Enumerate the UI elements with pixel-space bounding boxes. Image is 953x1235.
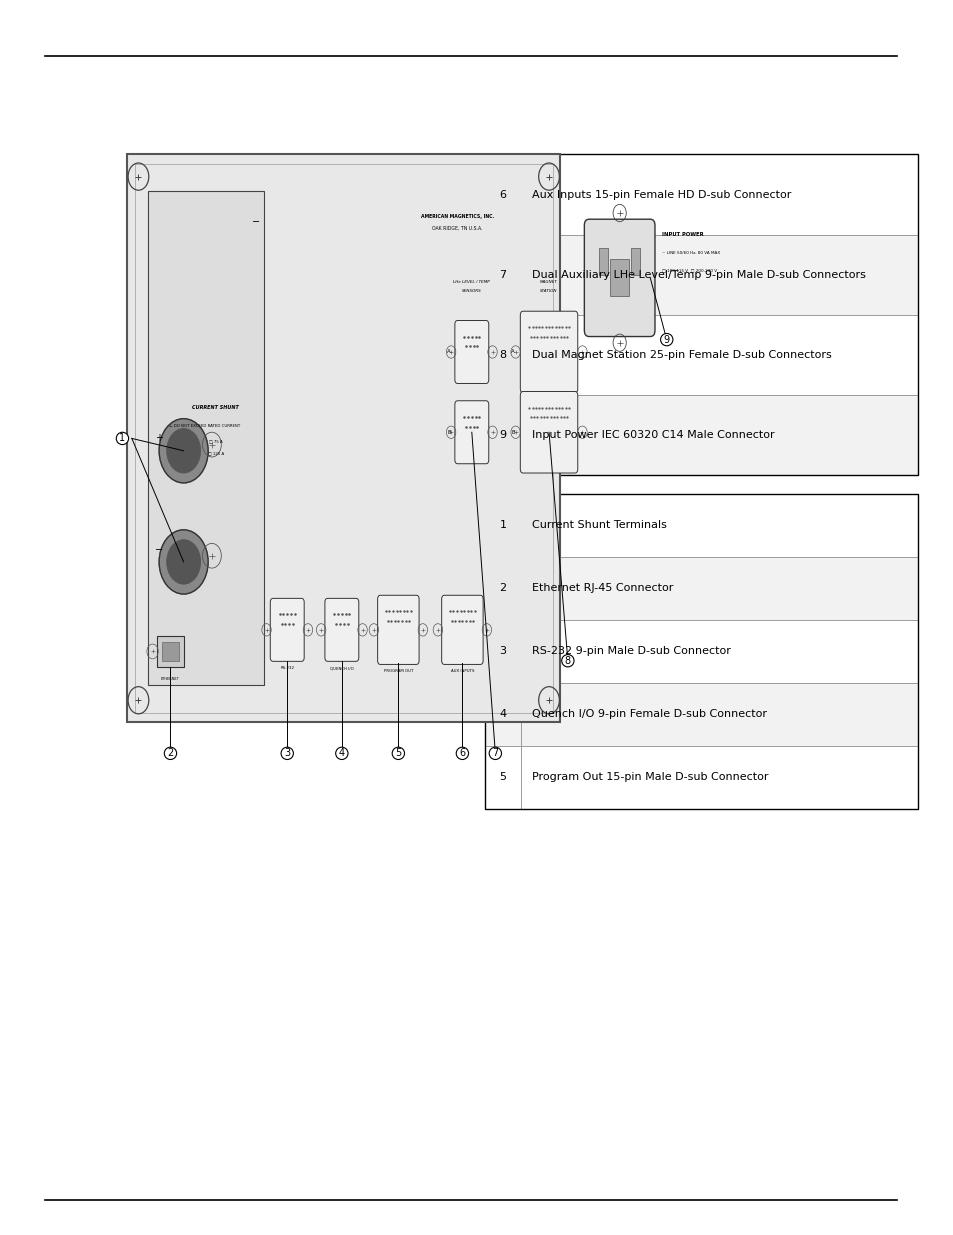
Text: OAK RIDGE, TN U.S.A.: OAK RIDGE, TN U.S.A. [432, 226, 482, 231]
Text: 1: 1 [119, 433, 126, 443]
Bar [484, 557, 520, 620]
Text: Dual Auxiliary LHe Level/Temp 9-pin Male D-sub Connectors: Dual Auxiliary LHe Level/Temp 9-pin Male… [532, 269, 865, 280]
FancyBboxPatch shape [455, 320, 488, 383]
Text: □ 100-115 V  □ 200-230 V: □ 100-115 V □ 200-230 V [660, 268, 716, 273]
Text: MAGNET: MAGNET [539, 280, 558, 284]
Bar [520, 620, 917, 683]
Bar [484, 395, 520, 475]
Bar [520, 395, 917, 475]
Text: Aux Inputs 15-pin Female HD D-sub Connector: Aux Inputs 15-pin Female HD D-sub Connec… [532, 189, 791, 200]
Text: 2: 2 [498, 583, 506, 594]
Bar [520, 494, 917, 557]
FancyBboxPatch shape [441, 595, 482, 664]
Text: RS-232 9-pin Male D-sub Connector: RS-232 9-pin Male D-sub Connector [532, 646, 730, 657]
Text: PROGRAM OUT: PROGRAM OUT [383, 669, 413, 673]
Bar [484, 620, 520, 683]
Text: INPUT POWER: INPUT POWER [660, 232, 702, 237]
Text: AMERICAN MAGNETICS, INC.: AMERICAN MAGNETICS, INC. [420, 214, 494, 219]
Text: RS-232: RS-232 [280, 667, 294, 671]
Bar [484, 494, 917, 809]
Text: 7: 7 [492, 748, 498, 758]
Text: Dual Magnet Station 25-pin Female D-sub Connectors: Dual Magnet Station 25-pin Female D-sub … [532, 350, 831, 361]
Bar [520, 683, 917, 746]
Text: Quench I/O 9-pin Female D-sub Connector: Quench I/O 9-pin Female D-sub Connector [532, 709, 766, 720]
Text: SENSORS: SENSORS [461, 289, 481, 293]
Bar [148, 191, 263, 685]
Text: 9: 9 [498, 430, 506, 441]
Text: B: B [447, 430, 451, 435]
Text: 5: 5 [395, 748, 401, 758]
Bar [484, 315, 520, 395]
Text: ⚠ DO NOT EXCEED RATED CURRENT: ⚠ DO NOT EXCEED RATED CURRENT [169, 424, 240, 429]
Text: AUX INPUTS: AUX INPUTS [450, 669, 474, 673]
Text: □ 75 A: □ 75 A [209, 438, 222, 443]
Bar [484, 683, 520, 746]
Bar [520, 557, 917, 620]
Text: 3: 3 [284, 748, 290, 758]
Circle shape [167, 540, 200, 584]
Text: 7: 7 [498, 269, 506, 280]
Bar [484, 154, 520, 235]
Text: LHe LEVEL / TEMP: LHe LEVEL / TEMP [453, 280, 490, 284]
Bar [484, 494, 520, 557]
Bar [520, 235, 917, 315]
Bar [134, 164, 552, 713]
Text: Program Out 15-pin Male D-sub Connector: Program Out 15-pin Male D-sub Connector [532, 772, 768, 783]
Circle shape [159, 530, 208, 594]
Text: Current Shunt Terminals: Current Shunt Terminals [532, 520, 666, 531]
Bar [610, 259, 628, 296]
Text: 8: 8 [498, 350, 506, 361]
Circle shape [159, 419, 208, 483]
Text: −: − [155, 545, 163, 555]
Text: −: − [252, 217, 260, 227]
Bar [630, 248, 639, 275]
Text: 8: 8 [564, 656, 570, 666]
Text: +: + [155, 433, 163, 443]
Bar [162, 642, 179, 661]
Text: 6: 6 [458, 748, 465, 758]
Bar [484, 746, 520, 809]
Text: 2: 2 [167, 748, 173, 758]
FancyBboxPatch shape [519, 311, 578, 393]
Text: Input Power IEC 60320 C14 Male Connector: Input Power IEC 60320 C14 Male Connector [532, 430, 774, 441]
Text: STATION: STATION [539, 289, 558, 293]
Text: QUENCH I/O: QUENCH I/O [330, 667, 354, 671]
FancyBboxPatch shape [377, 595, 418, 664]
FancyBboxPatch shape [455, 400, 488, 463]
FancyBboxPatch shape [325, 599, 358, 662]
Text: CURRENT SHUNT: CURRENT SHUNT [192, 405, 239, 410]
Bar [127, 154, 559, 722]
Text: Ethernet RJ-45 Connector: Ethernet RJ-45 Connector [532, 583, 673, 594]
Text: 4: 4 [498, 709, 506, 720]
FancyBboxPatch shape [270, 599, 304, 662]
Text: ETHERNET: ETHERNET [161, 677, 180, 680]
Text: 3: 3 [498, 646, 506, 657]
Text: A: A [447, 350, 451, 354]
FancyBboxPatch shape [519, 391, 578, 473]
Text: 4: 4 [338, 748, 345, 758]
Bar [520, 746, 917, 809]
Text: B: B [511, 430, 515, 435]
Text: ~ LINE 50/60 Hz, 80 VA MAX: ~ LINE 50/60 Hz, 80 VA MAX [660, 251, 720, 256]
Bar [598, 248, 608, 275]
Bar [484, 235, 520, 315]
Circle shape [167, 429, 200, 473]
Text: □ 125 A: □ 125 A [208, 451, 224, 456]
Text: 9: 9 [663, 335, 669, 345]
Text: 1: 1 [498, 520, 506, 531]
Bar [157, 636, 183, 667]
Bar [520, 154, 917, 235]
Text: A: A [511, 350, 515, 354]
Bar [484, 154, 917, 475]
Text: 5: 5 [498, 772, 506, 783]
Bar [520, 315, 917, 395]
FancyBboxPatch shape [584, 220, 655, 336]
Text: 6: 6 [498, 189, 506, 200]
